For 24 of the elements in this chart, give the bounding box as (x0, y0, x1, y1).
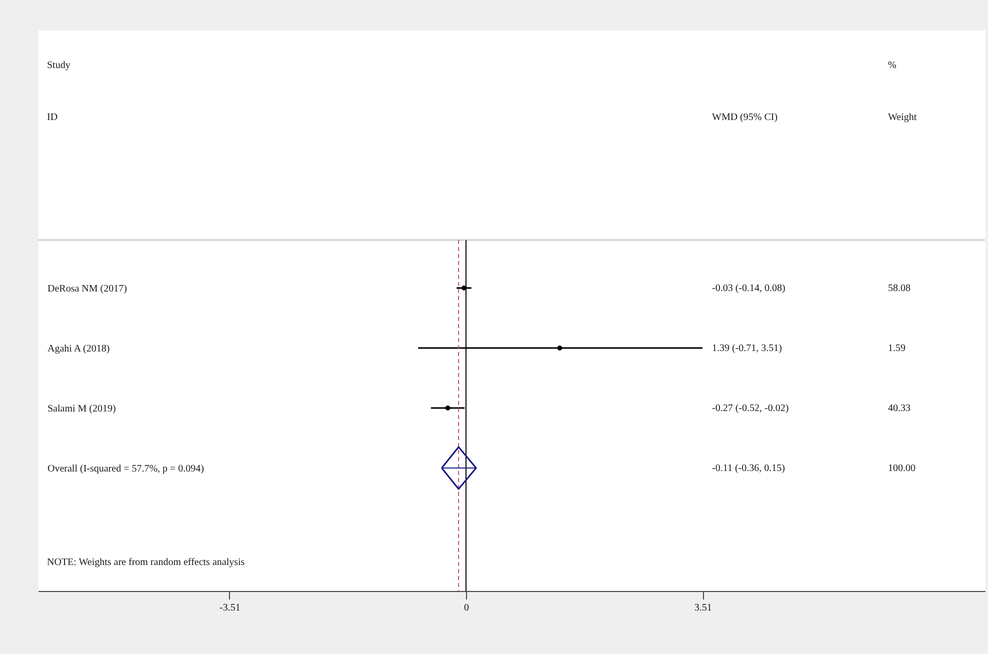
point (445, 406, 450, 410)
y-tick-label: DeRosa NM (2017) (48, 284, 127, 294)
annotation: -0.03 (-0.14, 0.08) (712, 283, 786, 294)
point (440, 446, 477, 490)
x-tick-label: -3.51 (220, 602, 240, 614)
x-tick-label: 0 (464, 602, 470, 614)
annotation: 1.39 (-0.71, 3.51) (712, 343, 782, 354)
annotation: -0.27 (-0.52, -0.02) (712, 403, 789, 414)
x-tick-label: 3.51 (694, 602, 712, 614)
annotation: 100.00 (888, 463, 916, 474)
text: Weight (888, 112, 917, 123)
text: ID (47, 112, 58, 123)
text: NOTE: Weights are from random effects analysis (47, 557, 245, 568)
y-tick-label: Agahi A (2018) (48, 344, 110, 354)
point (557, 346, 562, 350)
text: WMD (95% CI) (712, 112, 778, 123)
annotation: 58.08 (888, 283, 910, 294)
text: % (888, 60, 896, 71)
text: Study (47, 60, 70, 71)
y-tick-label: Salami M (2019) (48, 404, 116, 414)
annotation: -0.11 (-0.36, 0.15) (712, 463, 785, 474)
y-tick-label: Overall (I-squared = 57.7%, p = 0.094) (48, 464, 204, 474)
annotation: 40.33 (888, 403, 910, 414)
annotation: 1.59 (888, 343, 906, 354)
